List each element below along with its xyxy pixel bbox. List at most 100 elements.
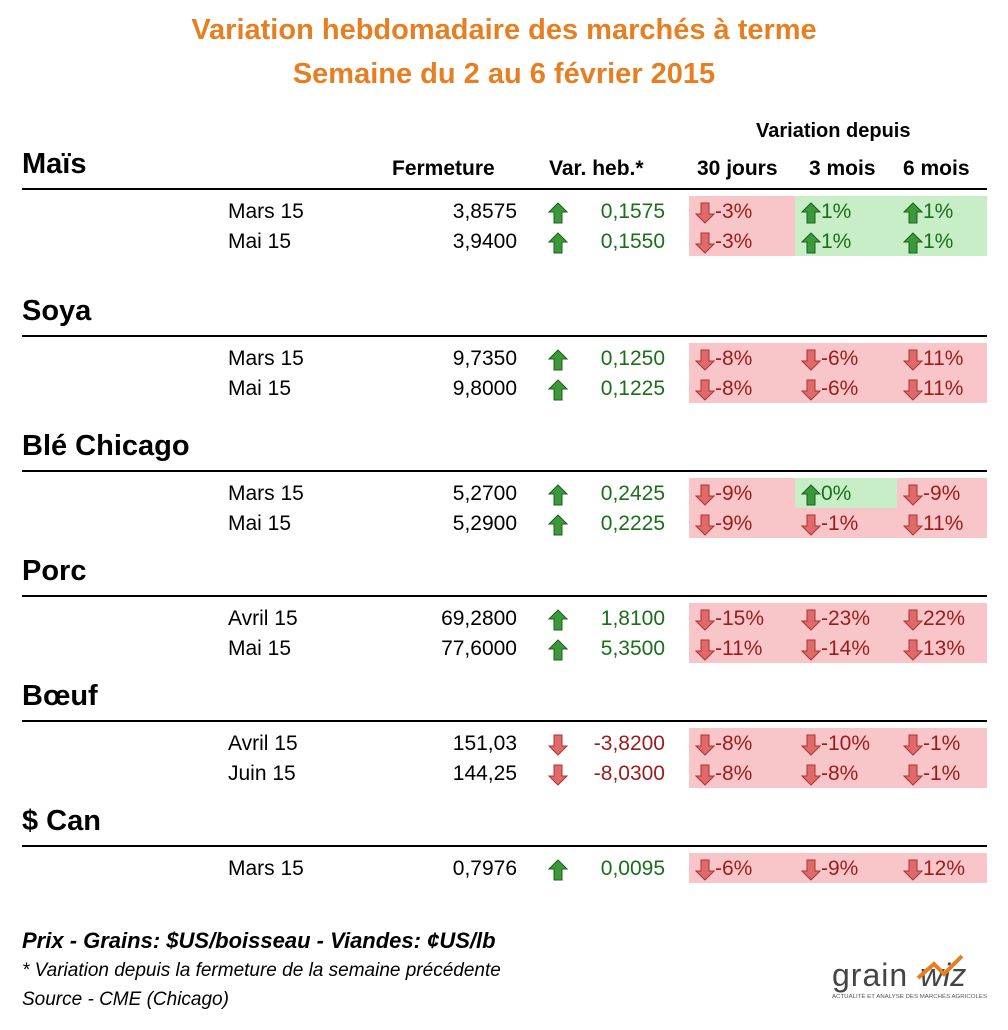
up-arrow-icon (902, 232, 924, 254)
contract-label: Mai 15 (228, 512, 292, 535)
variation-value-d30: -6% (715, 857, 753, 880)
down-arrow-icon (694, 484, 716, 506)
down-arrow-icon (694, 232, 716, 254)
variation-value-m6: -1% (923, 732, 961, 755)
down-arrow-icon (694, 764, 716, 786)
weekly-change: 0,1225 (600, 377, 665, 400)
footer-note: * Variation depuis la fermeture de la se… (22, 960, 501, 981)
up-arrow-icon (547, 484, 569, 506)
contract-label: Mars 15 (228, 482, 304, 505)
down-arrow-icon (694, 349, 716, 371)
variation-value-m6: 11% (923, 377, 964, 400)
contract-label: Mai 15 (228, 637, 292, 660)
down-arrow-icon (800, 859, 822, 881)
down-arrow-icon (800, 764, 822, 786)
variation-value-d30: -3% (715, 230, 753, 253)
section-divider (22, 720, 987, 722)
up-arrow-icon (800, 232, 822, 254)
variation-value-d30: -8% (715, 762, 753, 785)
down-arrow-icon (800, 349, 822, 371)
down-arrow-icon (800, 609, 822, 631)
variation-value-m6: 1% (923, 230, 954, 253)
down-arrow-icon (694, 514, 716, 536)
contract-label: Mars 15 (228, 857, 304, 880)
contract-label: Juin 15 (228, 762, 296, 785)
variation-value-m3: -6% (821, 377, 859, 400)
weekly-change: 5,3500 (600, 637, 665, 660)
variation-value-m3: 1% (821, 200, 852, 223)
close-price: 69,2800 (441, 607, 517, 630)
up-arrow-icon (902, 202, 924, 224)
grainwiz-logo: grain wiz ACTUALITÉ ET ANALYSE DES MARCH… (830, 952, 990, 1002)
close-price: 0,7976 (452, 857, 517, 880)
down-arrow-icon (902, 379, 924, 401)
weekly-change: -8,0300 (593, 762, 665, 785)
down-arrow-icon (800, 734, 822, 756)
down-arrow-icon (800, 639, 822, 661)
section-title: Soya (22, 295, 92, 327)
svg-text:ACTUALITÉ ET ANALYSE DES MARCH: ACTUALITÉ ET ANALYSE DES MARCHÉS AGRICOL… (832, 993, 988, 1000)
title-line-1: Variation hebdomadaire des marchés à ter… (191, 14, 817, 46)
contract-label: Mars 15 (228, 347, 304, 370)
section-divider (22, 470, 987, 472)
down-arrow-icon (694, 609, 716, 631)
down-arrow-icon (902, 639, 924, 661)
contract-label: Avril 15 (228, 607, 298, 630)
up-arrow-icon (547, 349, 569, 371)
variation-value-d30: -8% (715, 347, 753, 370)
down-arrow-icon (694, 202, 716, 224)
variation-value-m3: 1% (821, 230, 852, 253)
weekly-change: 0,0095 (600, 857, 665, 880)
variation-value-m3: -10% (821, 732, 871, 755)
up-arrow-icon (547, 859, 569, 881)
variation-value-m6: 22% (923, 607, 966, 630)
section-divider (22, 335, 987, 337)
variation-value-m3: 0% (821, 482, 852, 505)
section-divider (22, 845, 987, 847)
close-price: 3,8575 (452, 200, 517, 223)
svg-text:grain: grain (832, 957, 908, 993)
contract-label: Mars 15 (228, 200, 304, 223)
variation-value-m6: 12% (923, 857, 966, 880)
variation-value-m6: -1% (923, 762, 961, 785)
down-arrow-icon (902, 764, 924, 786)
variation-value-m3: -14% (821, 637, 871, 660)
close-price: 5,2900 (452, 512, 517, 535)
down-arrow-icon (694, 859, 716, 881)
variation-value-d30: -3% (715, 200, 753, 223)
footer-source: Source - CME (Chicago) (22, 989, 229, 1010)
section-title: Maïs (22, 148, 87, 180)
variation-value-d30: -9% (715, 512, 753, 535)
down-arrow-icon (694, 639, 716, 661)
down-arrow-icon (902, 514, 924, 536)
weekly-change: 0,1250 (600, 347, 665, 370)
variation-value-m3: -9% (821, 857, 859, 880)
contract-label: Mai 15 (228, 377, 292, 400)
down-arrow-icon (902, 484, 924, 506)
up-arrow-icon (547, 639, 569, 661)
weekly-change: 0,1575 (600, 200, 665, 223)
section-title: Blé Chicago (22, 430, 190, 462)
variation-value-d30: -8% (715, 732, 753, 755)
close-price: 3,9400 (452, 230, 517, 253)
header-3-mois: 3 mois (809, 157, 876, 180)
variation-value-m6: 1% (923, 200, 954, 223)
variation-value-d30: -15% (715, 607, 765, 630)
variation-value-d30: -9% (715, 482, 753, 505)
section-title: $ Can (22, 805, 101, 837)
header-variation-depuis: Variation depuis (756, 120, 911, 142)
variation-value-m3: -8% (821, 762, 859, 785)
section-title: Porc (22, 555, 87, 587)
weekly-change: 1,8100 (600, 607, 665, 630)
close-price: 9,7350 (452, 347, 517, 370)
down-arrow-icon (547, 764, 569, 786)
section-divider (22, 595, 987, 597)
down-arrow-icon (902, 734, 924, 756)
down-arrow-icon (800, 379, 822, 401)
weekly-change: 0,2225 (600, 512, 665, 535)
weekly-change: 0,2425 (600, 482, 665, 505)
variation-value-d30: -8% (715, 377, 753, 400)
down-arrow-icon (902, 349, 924, 371)
variation-value-m3: -23% (821, 607, 871, 630)
close-price: 9,8000 (452, 377, 517, 400)
